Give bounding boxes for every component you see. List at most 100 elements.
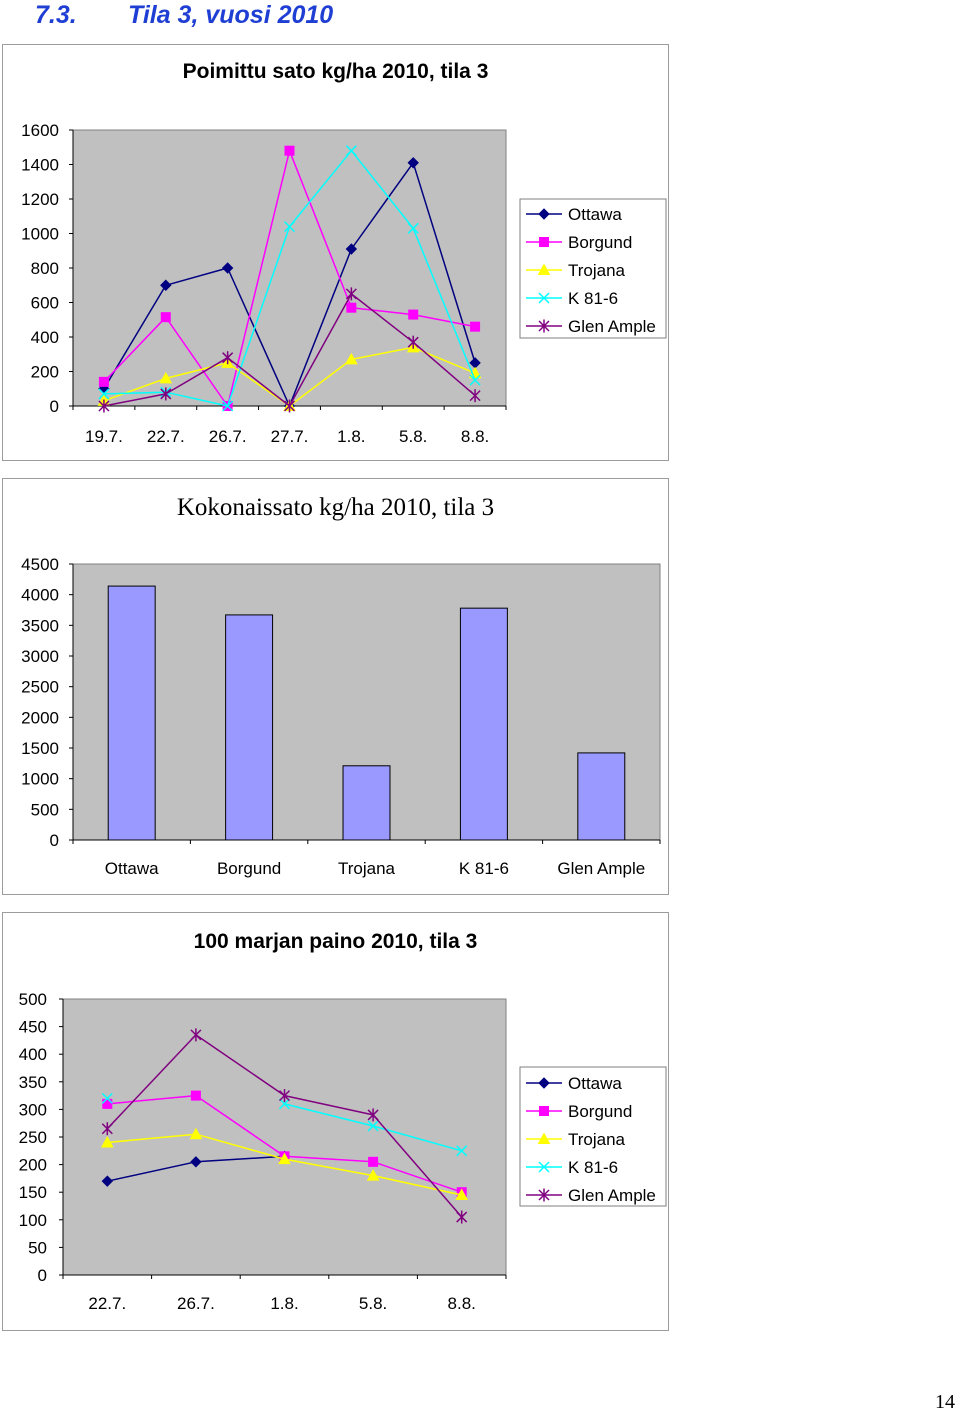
legend-marker-k-81-6 (538, 292, 550, 304)
section-title: Tila 3, vuosi 2010 (128, 1, 334, 29)
point-borgund-26-7 (190, 1090, 201, 1101)
point-k-81-6-8-8-stroke (469, 374, 481, 386)
point-borgund-1-8 (346, 302, 357, 313)
plot-area (62, 998, 507, 1276)
point-trojana-22-7 (159, 371, 173, 384)
y-tick-label: 1400 (21, 156, 59, 175)
point-trojana-26-7 (189, 1127, 203, 1140)
point-trojana-5-8 (366, 1169, 380, 1181)
y-tick-label: 3000 (21, 647, 59, 666)
y-tick-label: 4500 (21, 555, 59, 574)
berry-weight-chart-canvas: 0 50 100 150 200 250 300 350 400 450 500 22.7. 26.7.… (19, 990, 667, 1313)
legend-label: Ottawa (568, 1074, 622, 1093)
legend: Ottawa Borgund Trojana K 81-6 Glen Ample (519, 1066, 667, 1207)
y-tick-label: 200 (19, 1156, 47, 1175)
legend-label: Ottawa (568, 205, 622, 224)
x-tick-label: Ottawa (105, 859, 159, 878)
legend-item-k-81-6: K 81-6 (526, 289, 618, 308)
x-tick-label: Trojana (338, 859, 396, 878)
y-tick-label: 800 (31, 259, 59, 278)
chart-title: 100 marjan paino 2010, tila 3 (193, 930, 478, 953)
point-glen-ample-1-8 (345, 287, 357, 301)
point-k-81-6-8-8-stroke (456, 1145, 468, 1157)
point-trojana-1-8 (278, 1152, 291, 1165)
legend-label: Glen Ample (568, 1186, 656, 1205)
x-tick-label: 26.7. (209, 427, 247, 446)
y-tick-label: 600 (31, 294, 59, 313)
point-k-81-6-1-8 (278, 1098, 291, 1110)
point-k-81-6-22-7-stroke (101, 1092, 113, 1104)
point-k-81-6-8-8 (456, 1145, 468, 1157)
section-number: 7.3. (35, 1, 77, 29)
bar-k-81-6 (459, 607, 508, 841)
x-tick-label: 27.7. (271, 427, 309, 446)
point-glen-ample-8-8 (469, 389, 481, 403)
x-tick-label: 22.7. (88, 1294, 126, 1313)
point-trojana-8-8 (455, 1188, 469, 1200)
legend-item-borgund: Borgund (526, 1102, 632, 1121)
legend-marker-glen-ample (538, 319, 550, 333)
legend-label: Trojana (568, 261, 626, 280)
total-yield-chart-canvas: 0 500 1000 1500 2000 2500 3000 3500 4000 4500 Otta… (21, 555, 661, 878)
x-tick-label: K 81-6 (459, 859, 509, 878)
point-ottawa-1-8 (345, 243, 358, 255)
point-glen-ample-22-7 (160, 387, 172, 401)
legend-item-glen-ample: Glen Ample (526, 317, 656, 336)
point-borgund-19-7 (98, 376, 109, 387)
picked-yield-chart-canvas: 0 200 400 600 800 1000 1200 1400 1600 19.7. 22.7. 2… (21, 121, 667, 446)
legend-marker-k-81-6-stroke (538, 292, 550, 304)
point-borgund-8-8 (470, 321, 481, 332)
y-tick-label: 250 (19, 1128, 47, 1147)
x-tick-label: 8.8. (461, 427, 489, 446)
point-k-81-6-26-7-stroke (222, 400, 234, 412)
x-tick-label: 5.8. (359, 1294, 387, 1313)
legend-marker-k-81-6 (538, 1161, 550, 1173)
legend-label: Borgund (568, 233, 632, 252)
x-tick-label: 8.8. (448, 1294, 476, 1313)
point-k-81-6-22-7 (101, 1092, 113, 1104)
point-k-81-6-27-7 (283, 221, 296, 233)
chart-title: Poimittu sato kg/ha 2010, tila 3 (182, 60, 489, 83)
legend-item-borgund: Borgund (526, 233, 632, 252)
y-tick-label: 300 (19, 1100, 47, 1119)
y-tick-label: 1000 (21, 770, 59, 789)
y-tick-label: 1500 (21, 739, 59, 758)
x-tick-label: 26.7. (177, 1294, 215, 1313)
chart-title: Kokonaissato kg/ha 2010, tila 3 (176, 494, 495, 521)
point-borgund-5-8 (368, 1156, 379, 1167)
point-glen-ample-26-7 (222, 351, 234, 365)
y-tick-label: 4000 (21, 586, 59, 605)
x-tick-label: 19.7. (85, 427, 123, 446)
legend: Ottawa Borgund Trojana K 81-6 Glen Ample (519, 198, 667, 339)
point-glen-ample-5-8 (407, 335, 419, 349)
legend-marker-ottawa (538, 208, 550, 220)
plot-area (72, 129, 507, 407)
point-glen-ample-5-8 (367, 1108, 379, 1122)
point-ottawa-26-7 (221, 262, 234, 274)
y-tick-label: 500 (19, 990, 47, 1009)
point-k-81-6-8-8 (469, 374, 481, 386)
legend-item-trojana: Trojana (526, 1130, 626, 1149)
x-tick-label: 5.8. (399, 427, 427, 446)
point-glen-ample-8-8 (456, 1210, 468, 1224)
point-trojana-22-7 (100, 1135, 114, 1148)
point-borgund-22-7 (160, 312, 171, 323)
point-glen-ample-27-7 (283, 399, 296, 413)
legend-item-trojana: Trojana (526, 261, 626, 280)
legend-label: K 81-6 (568, 289, 618, 308)
y-tick-label: 0 (38, 1266, 47, 1285)
point-ottawa-5-8 (407, 157, 419, 169)
x-tick-label: Glen Ample (557, 859, 645, 878)
point-k-81-6-27-7-stroke (283, 221, 296, 233)
x-tick-label: Borgund (217, 859, 281, 878)
point-k-81-6-5-8-stroke (407, 222, 419, 234)
x-tick-label: 1.8. (337, 427, 365, 446)
legend-label: Borgund (568, 1102, 632, 1121)
point-borgund-27-7 (284, 145, 295, 156)
section-heading: 7.3. Tila 3, vuosi 2010 (0, 0, 960, 32)
point-k-81-6-5-8 (407, 222, 419, 234)
legend-label: Glen Ample (568, 317, 656, 336)
legend-marker-borgund (539, 237, 549, 247)
point-k-81-6-19-7-stroke (98, 388, 110, 400)
point-k-81-6-1-8-stroke (345, 145, 357, 157)
